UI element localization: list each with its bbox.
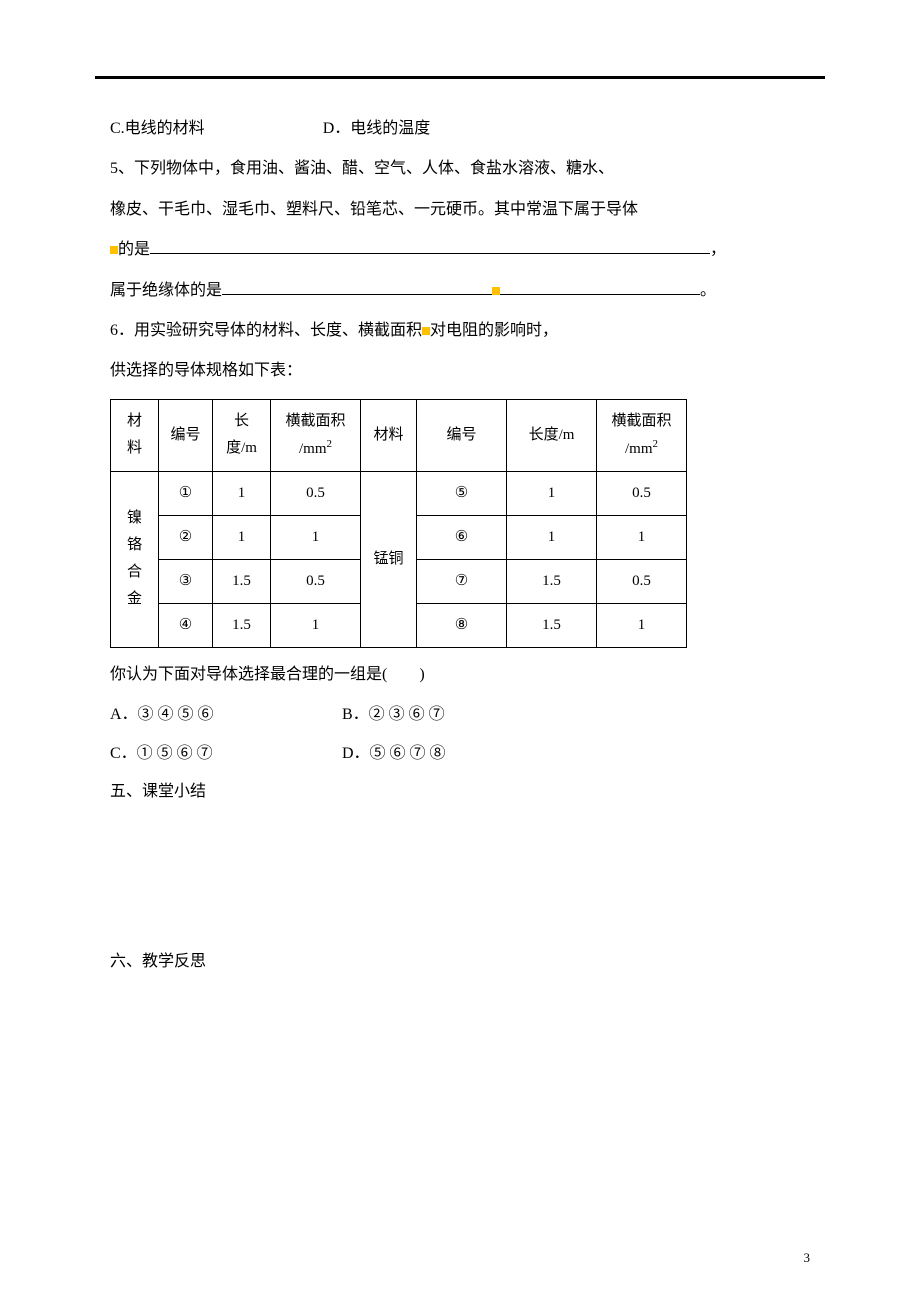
conductor-spec-table: 材料 编号 长度/m 横截面积/mm2 材料 编号 长度/m 横截面积/mm2 … [110, 399, 687, 648]
q5-prefix2: 属于绝缘体的是 [110, 282, 222, 299]
th-length-text: 长度/m [226, 413, 257, 456]
th-material2: 材料 [361, 399, 417, 471]
option-c: C.电线的材料 [110, 120, 205, 137]
th-area: 横截面积/mm2 [271, 399, 361, 471]
cell-num: ⑦ [417, 559, 507, 603]
page-number: 3 [804, 1250, 811, 1266]
q5-line2: 橡皮、干毛巾、湿毛巾、塑料尺、铅笔芯、一元硬币。其中常温下属于导体 [110, 191, 810, 229]
q6-options-ab: A．③ ④ ⑤ ⑥ B．② ③ ⑥ ⑦ [110, 696, 810, 734]
q6-question: 你认为下面对导体选择最合理的一组是( ) [110, 656, 810, 694]
q5-line3: 的是 ， [110, 231, 810, 269]
cell-len: 1.5 [507, 559, 597, 603]
cell-right-material: 锰铜 [361, 471, 417, 647]
cell-area: 0.5 [597, 471, 687, 515]
page-content: C.电线的材料 D．电线的温度 5、下列物体中，食用油、酱油、醋、空气、人体、食… [0, 0, 920, 1044]
cell-area: 1 [271, 603, 361, 647]
cell-num: ⑤ [417, 471, 507, 515]
cell-area: 1 [597, 515, 687, 559]
q5-suffix: ， [710, 241, 726, 258]
cell-num: ① [159, 471, 213, 515]
th-length: 长度/m [213, 399, 271, 471]
q6-line1-b: 对电阻的影响时， [430, 322, 558, 339]
option-c: C．① ⑤ ⑥ ⑦ [110, 735, 342, 773]
option-a: A．③ ④ ⑤ ⑥ [110, 696, 342, 734]
top-border-line [95, 76, 825, 79]
blank-fill-2 [222, 294, 492, 295]
table-row: 镍铬合金 ① 1 0.5 锰铜 ⑤ 1 0.5 [111, 471, 687, 515]
marker-icon [422, 327, 430, 335]
th-length2: 长度/m [507, 399, 597, 471]
q5-line1: 5、下列物体中，食用油、酱油、醋、空气、人体、食盐水溶液、糖水、 [110, 150, 810, 188]
th-material-text: 材料 [127, 413, 142, 456]
cell-num: ⑧ [417, 603, 507, 647]
option-d: D．电线的温度 [323, 120, 431, 137]
th-material: 材料 [111, 399, 159, 471]
marker-icon [492, 287, 500, 295]
q6-line1: 6．用实验研究导体的材料、长度、横截面积对电阻的影响时， [110, 312, 810, 350]
cell-area: 1 [271, 515, 361, 559]
th-area-l1: 横截面积 [285, 413, 345, 429]
blank-fill-1 [150, 253, 710, 254]
q6-line2: 供选择的导体规格如下表： [110, 352, 810, 390]
sup-2: 2 [653, 438, 659, 450]
option-b: B．② ③ ⑥ ⑦ [342, 696, 810, 734]
section-5-heading: 五、课堂小结 [110, 773, 810, 811]
cell-area: 0.5 [271, 471, 361, 515]
q5-prefix: 的是 [118, 241, 150, 258]
cell-len: 1.5 [507, 603, 597, 647]
cell-area: 0.5 [597, 559, 687, 603]
cell-len: 1 [213, 471, 271, 515]
table-header-row: 材料 编号 长度/m 横截面积/mm2 材料 编号 长度/m 横截面积/mm2 [111, 399, 687, 471]
section-6-heading: 六、教学反思 [110, 943, 810, 981]
cell-area: 0.5 [271, 559, 361, 603]
cell-num: ⑥ [417, 515, 507, 559]
th-area2: 横截面积/mm2 [597, 399, 687, 471]
cell-num: ② [159, 515, 213, 559]
th-area2-l1: 横截面积 [611, 413, 671, 429]
sup-2: 2 [327, 438, 333, 450]
q6-line1-a: 6．用实验研究导体的材料、长度、横截面积 [110, 322, 422, 339]
th-area2-l2: /mm [625, 441, 653, 457]
q5-suffix2: 。 [700, 282, 716, 299]
th-number2: 编号 [417, 399, 507, 471]
cell-num: ③ [159, 559, 213, 603]
marker-icon [110, 246, 118, 254]
cell-num: ④ [159, 603, 213, 647]
option-d: D．⑤ ⑥ ⑦ ⑧ [342, 735, 810, 773]
blank-fill-3 [500, 294, 700, 295]
q5-line4: 属于绝缘体的是 。 [110, 272, 810, 310]
cell-len: 1 [507, 471, 597, 515]
cell-len: 1.5 [213, 603, 271, 647]
cell-len: 1 [507, 515, 597, 559]
q4-options-cd: C.电线的材料 D．电线的温度 [110, 110, 810, 148]
cell-len: 1.5 [213, 559, 271, 603]
cell-left-material: 镍铬合金 [111, 471, 159, 647]
th-number: 编号 [159, 399, 213, 471]
cell-len: 1 [213, 515, 271, 559]
section-gap [110, 813, 810, 943]
q6-options-cd: C．① ⑤ ⑥ ⑦ D．⑤ ⑥ ⑦ ⑧ [110, 735, 810, 773]
th-area-l2: /mm [299, 441, 327, 457]
cell-area: 1 [597, 603, 687, 647]
